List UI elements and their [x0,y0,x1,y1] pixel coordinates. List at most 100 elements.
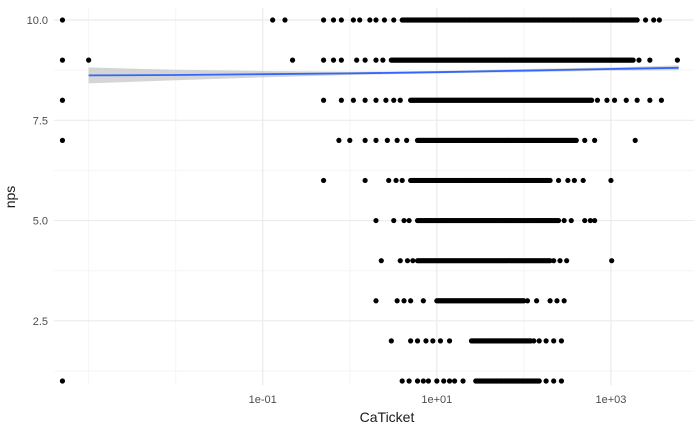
data-point [336,137,342,143]
data-point [609,258,615,264]
data-point [536,338,542,344]
data-point [430,338,436,344]
data-point [452,378,458,384]
data-point [557,258,563,264]
data-point [330,17,337,23]
y-axis-title: nps [2,186,18,209]
data-point [350,97,356,103]
data-point [446,378,453,384]
data-point [630,57,636,63]
data-point [338,97,344,103]
data-point [59,57,66,63]
y-tick-label: 5.0 [33,216,48,228]
x-tick-label: 1e-01 [249,394,277,406]
data-point [434,378,440,384]
data-point [543,378,549,384]
data-point [373,298,379,304]
data-point [404,137,410,143]
data-point [425,378,431,384]
data-point [558,378,565,384]
y-tick-label: 7.5 [33,115,48,127]
data-point [386,177,392,184]
data-point [338,57,344,63]
data-point [674,57,680,63]
data-point [658,97,665,103]
data-point [384,137,390,143]
data-point [543,338,549,344]
data-point [554,298,560,304]
data-point [406,217,412,224]
data-point [373,57,379,63]
data-point [446,338,453,344]
data-point [59,378,66,384]
data-point [441,378,447,384]
data-point [551,378,557,384]
data-point [354,57,360,63]
data-point [642,17,649,23]
data-point [373,217,379,224]
x-tick-label: 1e+03 [595,394,626,406]
data-point [367,17,373,23]
major-gridlines [54,8,694,385]
data-point [561,298,567,304]
data-point [391,217,397,224]
data-point [634,17,640,23]
data-point [393,177,399,184]
data-point [623,97,629,103]
data-point [594,97,601,103]
y-tick-label: 10.0 [27,15,48,27]
data-point [378,258,384,264]
data-point [589,97,595,103]
data-point [437,338,444,344]
data-point [397,258,403,264]
data-point [330,57,337,63]
data-point [536,378,542,384]
data-point [408,298,414,304]
data-point [408,338,414,344]
minor-gridlines [54,8,694,385]
data-point [531,338,537,344]
data-point [391,97,397,103]
data-point [647,57,653,63]
data-point [406,378,412,384]
data-point [420,378,426,384]
data-point [611,97,618,103]
x-tick-label: 1e+01 [421,394,452,406]
data-point [282,17,288,23]
data-point [289,57,296,63]
data-point [636,57,642,63]
data-point [592,217,598,224]
data-point [423,338,429,344]
data-point [401,298,407,304]
data-point [338,17,344,23]
y-tick-label: 2.5 [33,316,48,328]
data-point [555,177,562,184]
data-point [521,298,527,304]
data-point [534,298,540,304]
data-point [587,217,593,224]
data-point [391,17,397,23]
data-point [551,338,557,344]
data-point [604,97,610,103]
data-point [399,378,405,384]
data-point [320,57,327,63]
regression-line [88,66,679,77]
data-point [373,97,379,103]
data-point [564,258,570,264]
data-point [651,17,657,23]
data-point [270,17,276,23]
data-point [362,137,368,143]
data-point [388,338,394,344]
data-point [373,137,379,143]
data-point [373,17,379,23]
data-point [420,298,426,304]
data-point [555,217,562,224]
data-point [394,298,400,304]
data-point [414,338,421,344]
data-point [561,217,567,224]
x-axis-title: CaTicket [360,409,415,425]
data-point [634,97,640,103]
data-point [397,97,403,103]
data-point [547,298,553,304]
